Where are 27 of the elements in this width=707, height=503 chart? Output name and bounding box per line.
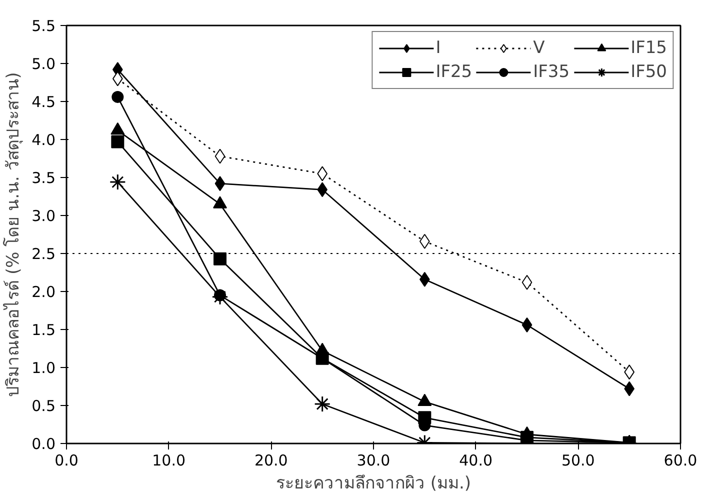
legend-label: IF15 xyxy=(630,38,667,58)
y-tick-label: 5.0 xyxy=(32,55,56,73)
x-tick-label: 0.0 xyxy=(54,452,78,470)
y-tick-label: 2.5 xyxy=(32,245,56,263)
legend-label: IF50 xyxy=(630,62,667,82)
y-tick-label: 5.5 xyxy=(32,17,56,35)
y-axis-title: ปริมาณคลอไรด์ (% โดย น.น. วัสดุประสาน) xyxy=(2,72,24,397)
y-tick-label: 3.5 xyxy=(32,169,56,187)
x-axis-title: ระยะความลึกจากผิว (มม.) xyxy=(276,474,472,494)
x-tick-label: 40.0 xyxy=(459,452,493,470)
y-tick-label: 4.5 xyxy=(32,93,56,111)
y-tick-label: 1.5 xyxy=(32,321,56,339)
legend-label: IF25 xyxy=(436,62,472,82)
legend-label: IF35 xyxy=(533,62,570,82)
y-tick-label: 2.0 xyxy=(32,283,56,301)
y-tick-label: 0.0 xyxy=(32,435,56,453)
x-tick-label: 20.0 xyxy=(254,452,288,470)
y-tick-label: 1.0 xyxy=(32,359,56,377)
legend-label: V xyxy=(533,38,546,58)
x-tick-label: 60.0 xyxy=(664,452,698,470)
y-tick-label: 0.5 xyxy=(32,397,56,415)
y-tick-label: 3.0 xyxy=(32,207,56,225)
y-tick-label: 4.0 xyxy=(32,131,56,149)
x-tick-label: 30.0 xyxy=(356,452,390,470)
x-tick-label: 10.0 xyxy=(152,452,186,470)
x-tick-label: 50.0 xyxy=(561,452,595,470)
legend-label: I xyxy=(436,38,442,58)
